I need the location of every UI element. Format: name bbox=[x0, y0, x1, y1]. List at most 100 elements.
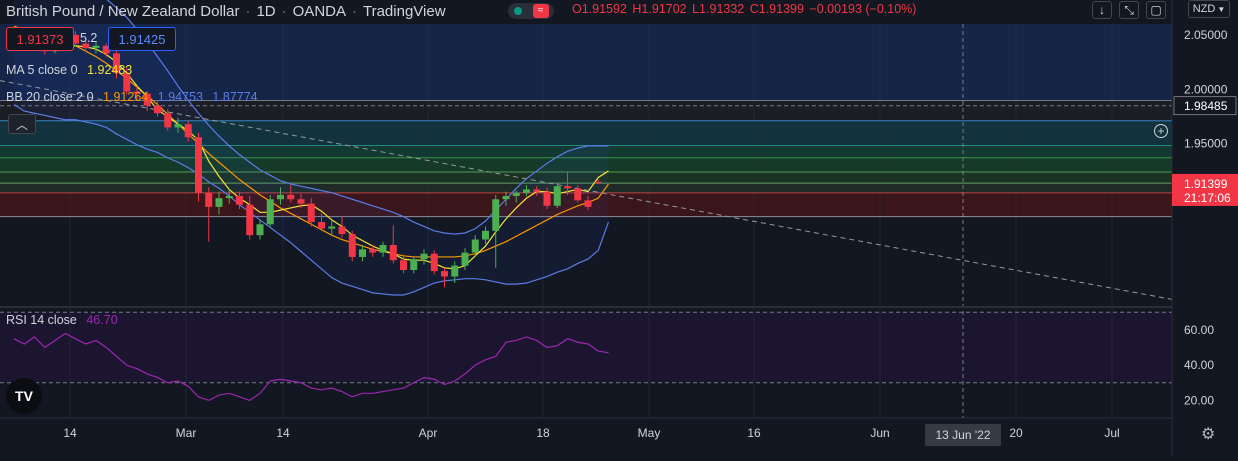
time-tick-label: Jun bbox=[870, 426, 889, 440]
candle-body bbox=[297, 199, 305, 204]
market-status-icon[interactable]: ≈ bbox=[508, 3, 554, 19]
rsi-band-bg bbox=[0, 312, 1172, 383]
zone-olive bbox=[0, 183, 1172, 193]
bb-label: BB 20 close 2 0 bbox=[6, 90, 94, 104]
candle-body bbox=[359, 249, 366, 257]
fullscreen-icon[interactable]: ⤡ bbox=[1119, 1, 1139, 19]
currency-select[interactable]: NZD ▼ bbox=[1188, 0, 1230, 18]
chart-header: British Pound / New Zealand Dollar · 1D … bbox=[6, 2, 446, 20]
marker-price-box bbox=[1173, 96, 1237, 116]
candle-body bbox=[441, 271, 448, 277]
candle-body bbox=[143, 93, 151, 106]
candle-body bbox=[307, 203, 315, 223]
zone-green-3 bbox=[0, 172, 1172, 184]
open-value: O1.91592 bbox=[572, 2, 627, 16]
ohlc-readout: O1.91592 H1.91702 L1.91332 C1.91399 −0.0… bbox=[572, 2, 918, 16]
last-price-label: 1.91399 bbox=[1184, 177, 1228, 191]
zone-green-1 bbox=[0, 145, 1172, 158]
candle-body bbox=[430, 253, 438, 272]
candle-body bbox=[338, 226, 346, 235]
sell-button[interactable]: 1.91373 bbox=[6, 27, 74, 51]
symbol-title[interactable]: British Pound / New Zealand Dollar bbox=[6, 2, 240, 20]
rsi-tick-label: 40.00 bbox=[1184, 358, 1214, 372]
candle-body bbox=[236, 195, 243, 205]
time-tick-label: 18 bbox=[536, 426, 550, 440]
candle-body bbox=[461, 252, 469, 266]
candle-body bbox=[451, 265, 459, 277]
candle-body bbox=[574, 188, 582, 201]
rsi-tick-label: 60.00 bbox=[1184, 323, 1214, 337]
collapse-legend-button[interactable]: ︿ bbox=[8, 114, 36, 134]
candle-body bbox=[123, 72, 131, 92]
candle-body bbox=[256, 224, 264, 236]
ma-label: MA 5 close 0 bbox=[6, 63, 78, 77]
countdown-label: 21:17:06 bbox=[1184, 191, 1231, 205]
price-tick-label: 2.05000 bbox=[1184, 28, 1228, 42]
candle-body bbox=[492, 199, 500, 231]
candle-body bbox=[594, 181, 602, 183]
currency-label: NZD bbox=[1192, 3, 1216, 15]
candle-body bbox=[174, 124, 182, 128]
candle-body bbox=[553, 186, 561, 206]
rsi-value: 46.70 bbox=[86, 313, 118, 327]
market-dot-icon bbox=[513, 7, 522, 15]
bb-legend[interactable]: BB 20 close 2 0 1.91264 1.94753 1.87774 bbox=[6, 90, 258, 104]
candle-body bbox=[564, 186, 571, 189]
trend-line bbox=[0, 80, 1173, 300]
candle-body bbox=[113, 53, 120, 73]
candle-body bbox=[164, 113, 172, 128]
candle-body bbox=[502, 195, 510, 200]
interval-label[interactable]: 1D bbox=[256, 2, 276, 20]
add-alert-icon[interactable]: + bbox=[1154, 124, 1168, 138]
candle-body bbox=[533, 189, 541, 192]
wave-icon: ≈ bbox=[532, 4, 549, 18]
chevron-up-icon: ︿ bbox=[15, 117, 28, 132]
rsi-legend[interactable]: RSI 14 close 46.70 bbox=[6, 313, 118, 327]
candle-body bbox=[389, 244, 397, 261]
marker-price-label: 1.98485 bbox=[1184, 99, 1228, 113]
time-tick-label: Apr bbox=[419, 426, 438, 440]
time-tick-label: Mar bbox=[176, 426, 197, 440]
download-icon[interactable]: ↓ bbox=[1092, 1, 1112, 19]
candle-body bbox=[72, 34, 79, 44]
ma-legend[interactable]: MA 5 close 0 1.92483 bbox=[6, 63, 132, 77]
candle-body bbox=[133, 91, 141, 94]
candle-body bbox=[102, 45, 110, 54]
time-tick-label: 20 bbox=[1009, 426, 1023, 440]
candle-body bbox=[420, 253, 428, 260]
broker-label: OANDA bbox=[292, 2, 346, 20]
chevron-down-icon: ▼ bbox=[1217, 4, 1226, 14]
candle-body bbox=[195, 137, 202, 193]
candle-body bbox=[154, 105, 161, 114]
spread-value: 5.2 bbox=[80, 31, 98, 45]
high-value: H1.91702 bbox=[632, 2, 687, 16]
candle-body bbox=[369, 249, 377, 253]
zone-top bbox=[0, 24, 1172, 101]
bb-upper-value: 1.94753 bbox=[157, 90, 203, 104]
candle-body bbox=[82, 43, 90, 48]
candle-body bbox=[266, 199, 274, 225]
candle-body bbox=[523, 189, 530, 193]
bb-basis-value: 1.91264 bbox=[103, 90, 149, 104]
bb-lower-line bbox=[13, 104, 610, 296]
ma-value: 1.92483 bbox=[87, 63, 133, 77]
screenshot-icon[interactable]: ▢ bbox=[1146, 1, 1166, 19]
zone-neutral bbox=[0, 100, 1172, 121]
candle-body bbox=[410, 259, 418, 270]
change-value: −0.00193 (−0.10%) bbox=[809, 2, 917, 16]
candle-body bbox=[482, 230, 489, 240]
candle-body bbox=[287, 194, 295, 200]
candle-body bbox=[225, 195, 233, 199]
rsi-tick-label: 20.00 bbox=[1184, 393, 1214, 407]
settings-gear-icon[interactable]: ⚙ bbox=[1201, 426, 1216, 443]
time-tick-label: May bbox=[638, 426, 661, 440]
buy-button[interactable]: 1.91425 bbox=[108, 27, 176, 51]
candle-body bbox=[215, 198, 223, 207]
close-value: C1.91399 bbox=[749, 2, 804, 16]
tradingview-logo[interactable]: TV bbox=[6, 378, 42, 414]
price-axis-bg bbox=[1172, 0, 1238, 456]
candle-body bbox=[318, 222, 325, 229]
candle-body bbox=[92, 45, 100, 48]
candle-body bbox=[277, 194, 284, 200]
